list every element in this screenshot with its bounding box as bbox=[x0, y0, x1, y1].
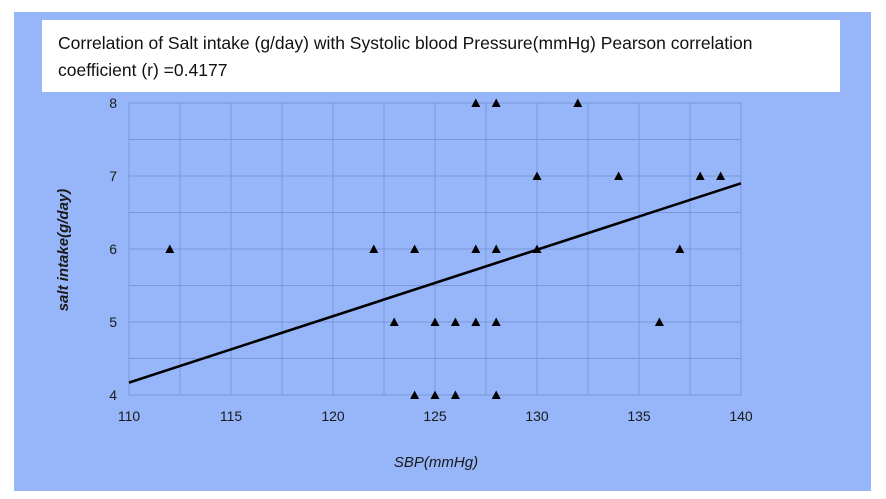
x-tick-label: 140 bbox=[729, 408, 753, 424]
data-point bbox=[165, 244, 175, 254]
data-point bbox=[491, 244, 501, 254]
data-point bbox=[471, 244, 481, 254]
y-tick-label: 8 bbox=[109, 95, 117, 111]
y-tick-label: 4 bbox=[109, 387, 117, 403]
data-point bbox=[675, 244, 685, 254]
data-point bbox=[471, 98, 481, 108]
grid-lines bbox=[128, 102, 742, 396]
x-tick-label: 110 bbox=[118, 408, 141, 424]
data-point bbox=[491, 390, 501, 400]
top-cropped-text-fragment bbox=[0, 0, 886, 12]
data-point bbox=[716, 171, 726, 181]
data-point bbox=[491, 98, 501, 108]
data-point bbox=[532, 171, 542, 181]
data-point bbox=[614, 171, 624, 181]
trendline-group bbox=[128, 182, 742, 384]
data-point bbox=[491, 317, 501, 327]
data-points bbox=[165, 98, 726, 400]
x-tick-labels: 110 115 120 125 130 135 140 bbox=[118, 408, 753, 424]
y-tick-label: 7 bbox=[109, 168, 117, 184]
x-tick-label: 115 bbox=[220, 408, 243, 424]
trendline bbox=[128, 182, 742, 384]
data-point bbox=[369, 244, 379, 254]
data-point bbox=[410, 244, 420, 254]
chart-title-box: Correlation of Salt intake (g/day) with … bbox=[42, 20, 840, 92]
x-axis-label: SBP(mmHg) bbox=[394, 454, 478, 471]
x-tick-label: 120 bbox=[321, 408, 345, 424]
y-tick-labels: 4 5 6 7 8 bbox=[109, 95, 117, 403]
data-point bbox=[573, 98, 583, 108]
x-tick-label: 130 bbox=[525, 408, 549, 424]
data-point bbox=[471, 317, 481, 327]
data-point bbox=[410, 390, 420, 400]
data-point bbox=[654, 317, 664, 327]
data-point bbox=[695, 171, 705, 181]
data-point bbox=[430, 317, 440, 327]
data-point bbox=[450, 317, 460, 327]
x-tick-label: 125 bbox=[423, 408, 447, 424]
data-point bbox=[532, 244, 542, 254]
data-point bbox=[389, 317, 399, 327]
y-tick-label: 5 bbox=[109, 314, 117, 330]
y-tick-label: 6 bbox=[109, 241, 117, 257]
chart-title: Correlation of Salt intake (g/day) with … bbox=[58, 33, 753, 80]
x-tick-label: 135 bbox=[627, 408, 651, 424]
data-point bbox=[430, 390, 440, 400]
data-point bbox=[450, 390, 460, 400]
y-axis-label: salt intake(g/day) bbox=[55, 189, 72, 312]
